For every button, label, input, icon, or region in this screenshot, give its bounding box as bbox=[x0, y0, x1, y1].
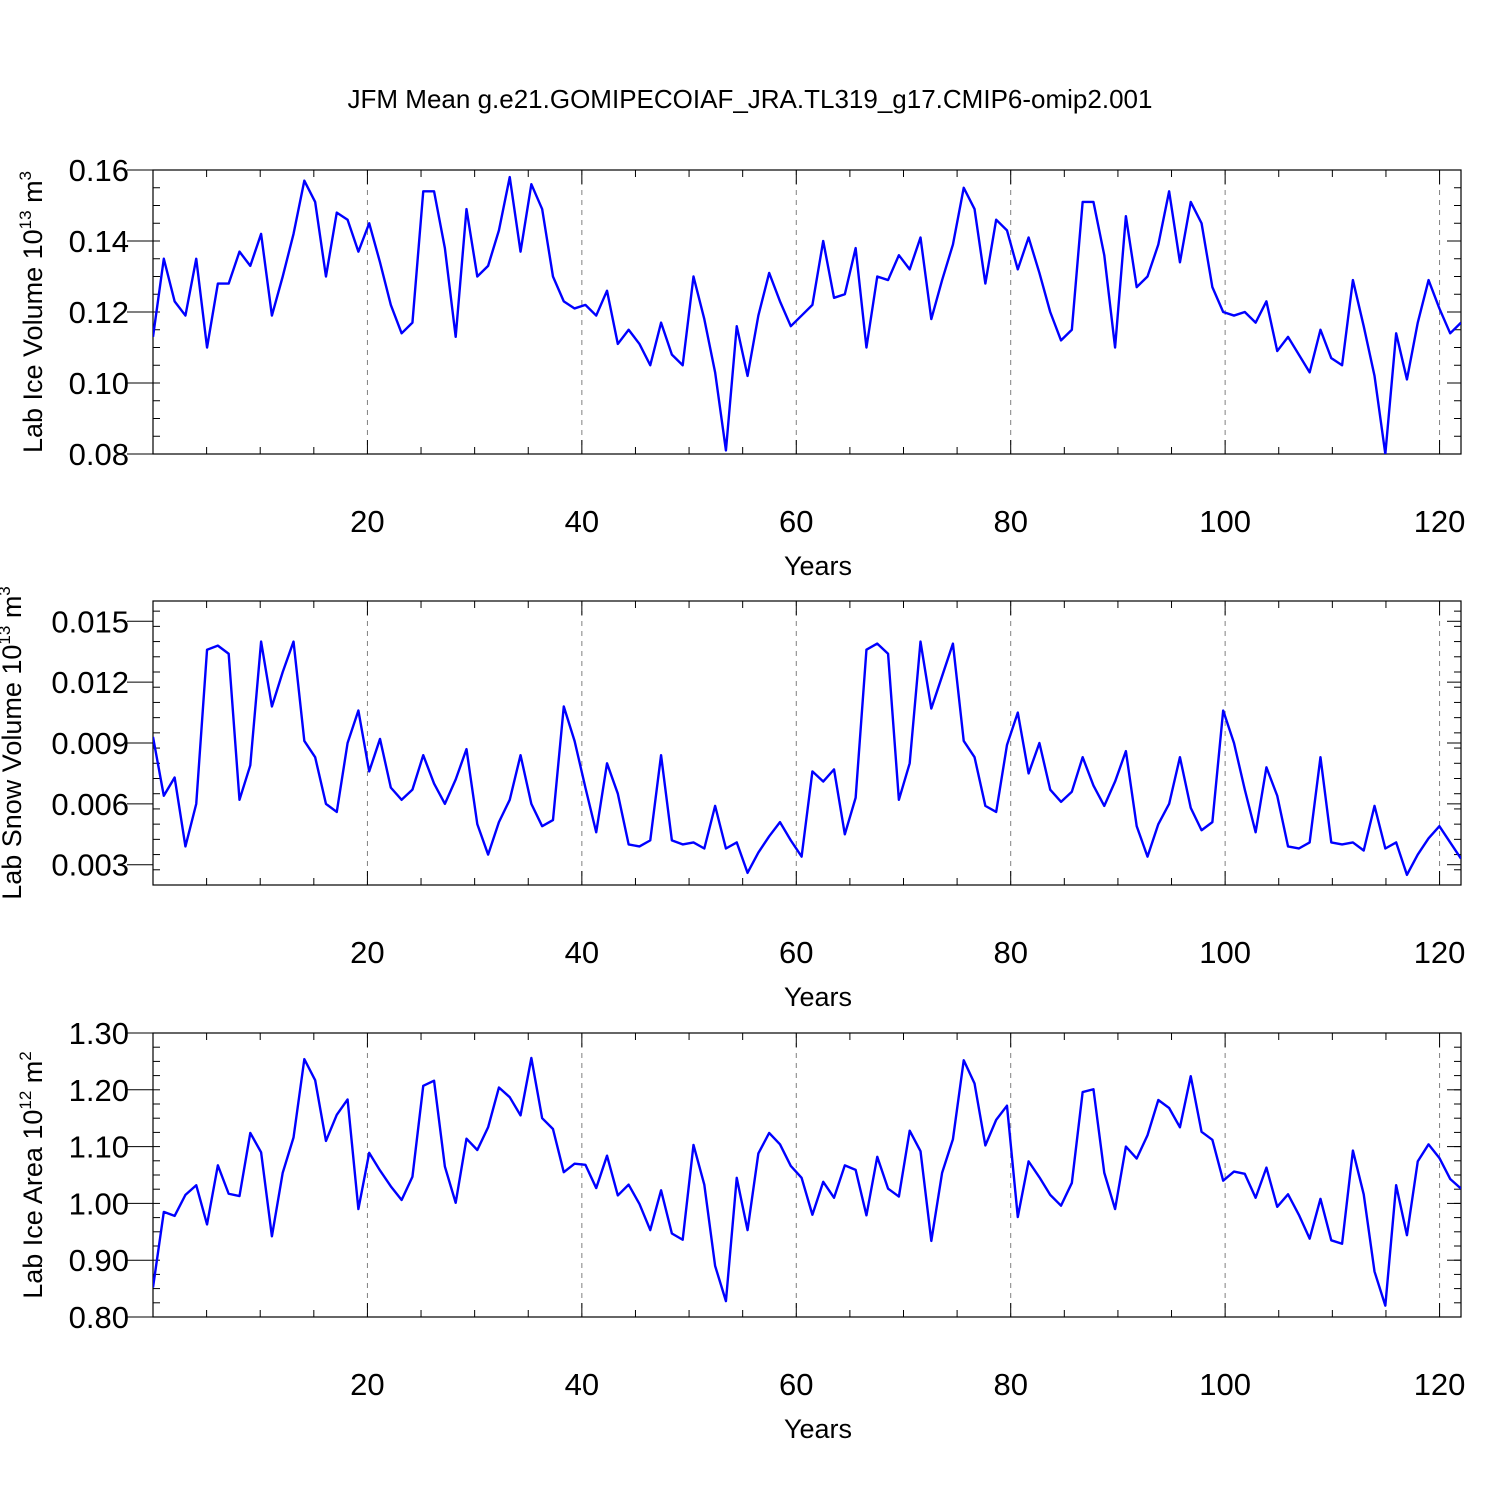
x-tick-label-snow-volume: 120 bbox=[1414, 935, 1466, 970]
y-tick-label-ice-area: 0.80 bbox=[69, 1300, 129, 1335]
y-tick-label-ice-area: 1.20 bbox=[69, 1073, 129, 1108]
y-tick-label-ice-volume: 0.14 bbox=[69, 224, 129, 259]
panel-ice-volume: Years Lab Ice Volume 1013 m3 20 40 60 80 100… bbox=[16, 153, 1465, 581]
x-tick-label-ice-area: 100 bbox=[1199, 1367, 1251, 1402]
series-line-snow-volume bbox=[153, 640, 1461, 877]
x-tick-label-ice-area: 20 bbox=[350, 1367, 384, 1402]
x-tick-label-ice-area: 60 bbox=[779, 1367, 813, 1402]
x-tick-label-ice-volume: 60 bbox=[779, 504, 813, 539]
panel-ice-area: Years Lab Ice Area 1012 m2 20 40 60 80 100 12… bbox=[16, 1016, 1465, 1444]
panel-snow-volume: Years Lab Snow Volume 1013 m3 20 40 60 80 10… bbox=[0, 586, 1465, 1012]
x-tick-label-ice-area: 40 bbox=[565, 1367, 599, 1402]
x-tick-label-ice-area: 80 bbox=[993, 1367, 1027, 1402]
y-axis-label-ice-volume: Lab Ice Volume 1013 m3 bbox=[16, 171, 48, 453]
x-tick-label-ice-volume: 120 bbox=[1414, 504, 1466, 539]
chart-title: JFM Mean g.e21.GOMIPECOIAF_JRA.TL319_g17… bbox=[348, 84, 1153, 114]
y-tick-label-snow-volume: 0.009 bbox=[51, 726, 129, 761]
x-tick-label-snow-volume: 100 bbox=[1199, 935, 1251, 970]
y-tick-label-snow-volume: 0.012 bbox=[51, 665, 129, 700]
x-tick-label-ice-volume: 80 bbox=[993, 504, 1027, 539]
y-tick-label-ice-volume: 0.10 bbox=[69, 366, 129, 401]
y-tick-label-ice-area: 1.10 bbox=[69, 1130, 129, 1165]
y-tick-label-ice-area: 1.00 bbox=[69, 1186, 129, 1221]
y-tick-label-ice-volume: 0.08 bbox=[69, 437, 129, 472]
y-axis-label-snow-volume: Lab Snow Volume 1013 m3 bbox=[0, 586, 27, 900]
x-tick-label-ice-volume: 40 bbox=[565, 504, 599, 539]
x-axis-label-ice-area: Years bbox=[784, 1414, 852, 1444]
x-axis-label-snow-volume: Years bbox=[784, 982, 852, 1012]
x-tick-label-ice-volume: 20 bbox=[350, 504, 384, 539]
x-tick-label-snow-volume: 20 bbox=[350, 935, 384, 970]
series-line-ice-area bbox=[153, 1056, 1461, 1307]
y-tick-label-ice-volume: 0.12 bbox=[69, 295, 129, 330]
x-tick-label-snow-volume: 40 bbox=[565, 935, 599, 970]
x-tick-label-ice-volume: 100 bbox=[1199, 504, 1251, 539]
y-tick-label-ice-area: 0.90 bbox=[69, 1243, 129, 1278]
y-tick-label-snow-volume: 0.015 bbox=[51, 604, 129, 639]
x-tick-label-snow-volume: 80 bbox=[993, 935, 1027, 970]
x-tick-label-snow-volume: 60 bbox=[779, 935, 813, 970]
series-line-ice-volume bbox=[153, 175, 1461, 454]
y-tick-label-snow-volume: 0.006 bbox=[51, 787, 129, 822]
y-tick-label-ice-area: 1.30 bbox=[69, 1016, 129, 1051]
y-tick-label-snow-volume: 0.003 bbox=[51, 848, 129, 883]
x-tick-label-ice-area: 120 bbox=[1414, 1367, 1466, 1402]
y-axis-label-ice-area: Lab Ice Area 1012 m2 bbox=[16, 1051, 48, 1299]
y-tick-label-ice-volume: 0.16 bbox=[69, 153, 129, 188]
x-axis-label-ice-volume: Years bbox=[784, 551, 852, 581]
